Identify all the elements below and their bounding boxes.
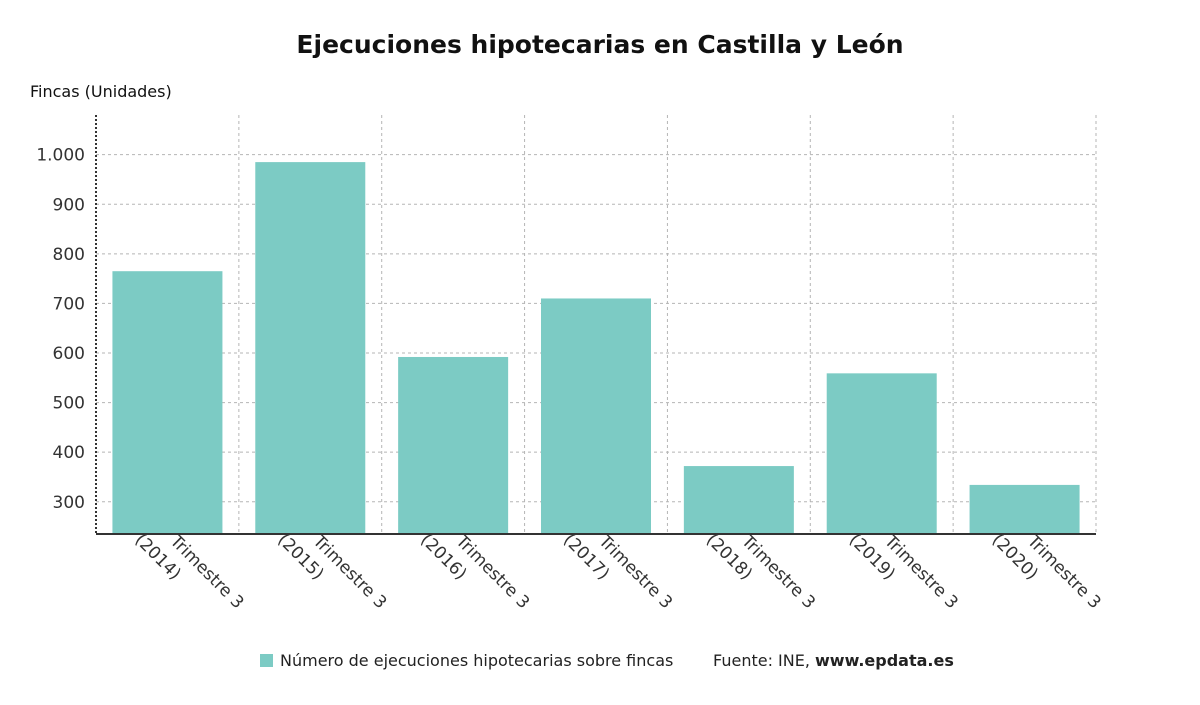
legend-label: Número de ejecuciones hipotecarias sobre… (280, 651, 674, 670)
legend: Número de ejecuciones hipotecarias sobre… (260, 651, 673, 670)
y-tick-label: 1.000 (36, 146, 85, 166)
y-tick-label: 500 (53, 394, 85, 414)
chart-title: Ejecuciones hipotecarias en Castilla y L… (296, 30, 904, 59)
source-site: www.epdata.es (815, 651, 954, 670)
y-axis-label: Fincas (Unidades) (30, 82, 172, 101)
legend-swatch (260, 654, 273, 667)
y-tick-label: 800 (53, 245, 85, 265)
bar (541, 298, 651, 534)
y-tick-label: 700 (53, 294, 85, 314)
y-tick-label: 900 (53, 195, 85, 215)
y-tick-label: 600 (53, 344, 85, 364)
y-tick-label: 300 (53, 493, 85, 513)
bar (255, 162, 366, 534)
source-note: Fuente: INE, www.epdata.es (713, 651, 954, 670)
y-tick-label: 400 (53, 443, 85, 463)
source-prefix: Fuente: INE, (713, 651, 816, 670)
bar (826, 373, 937, 534)
bar (398, 356, 509, 534)
bar (969, 484, 1080, 534)
bar (683, 466, 794, 534)
bar (112, 271, 223, 534)
